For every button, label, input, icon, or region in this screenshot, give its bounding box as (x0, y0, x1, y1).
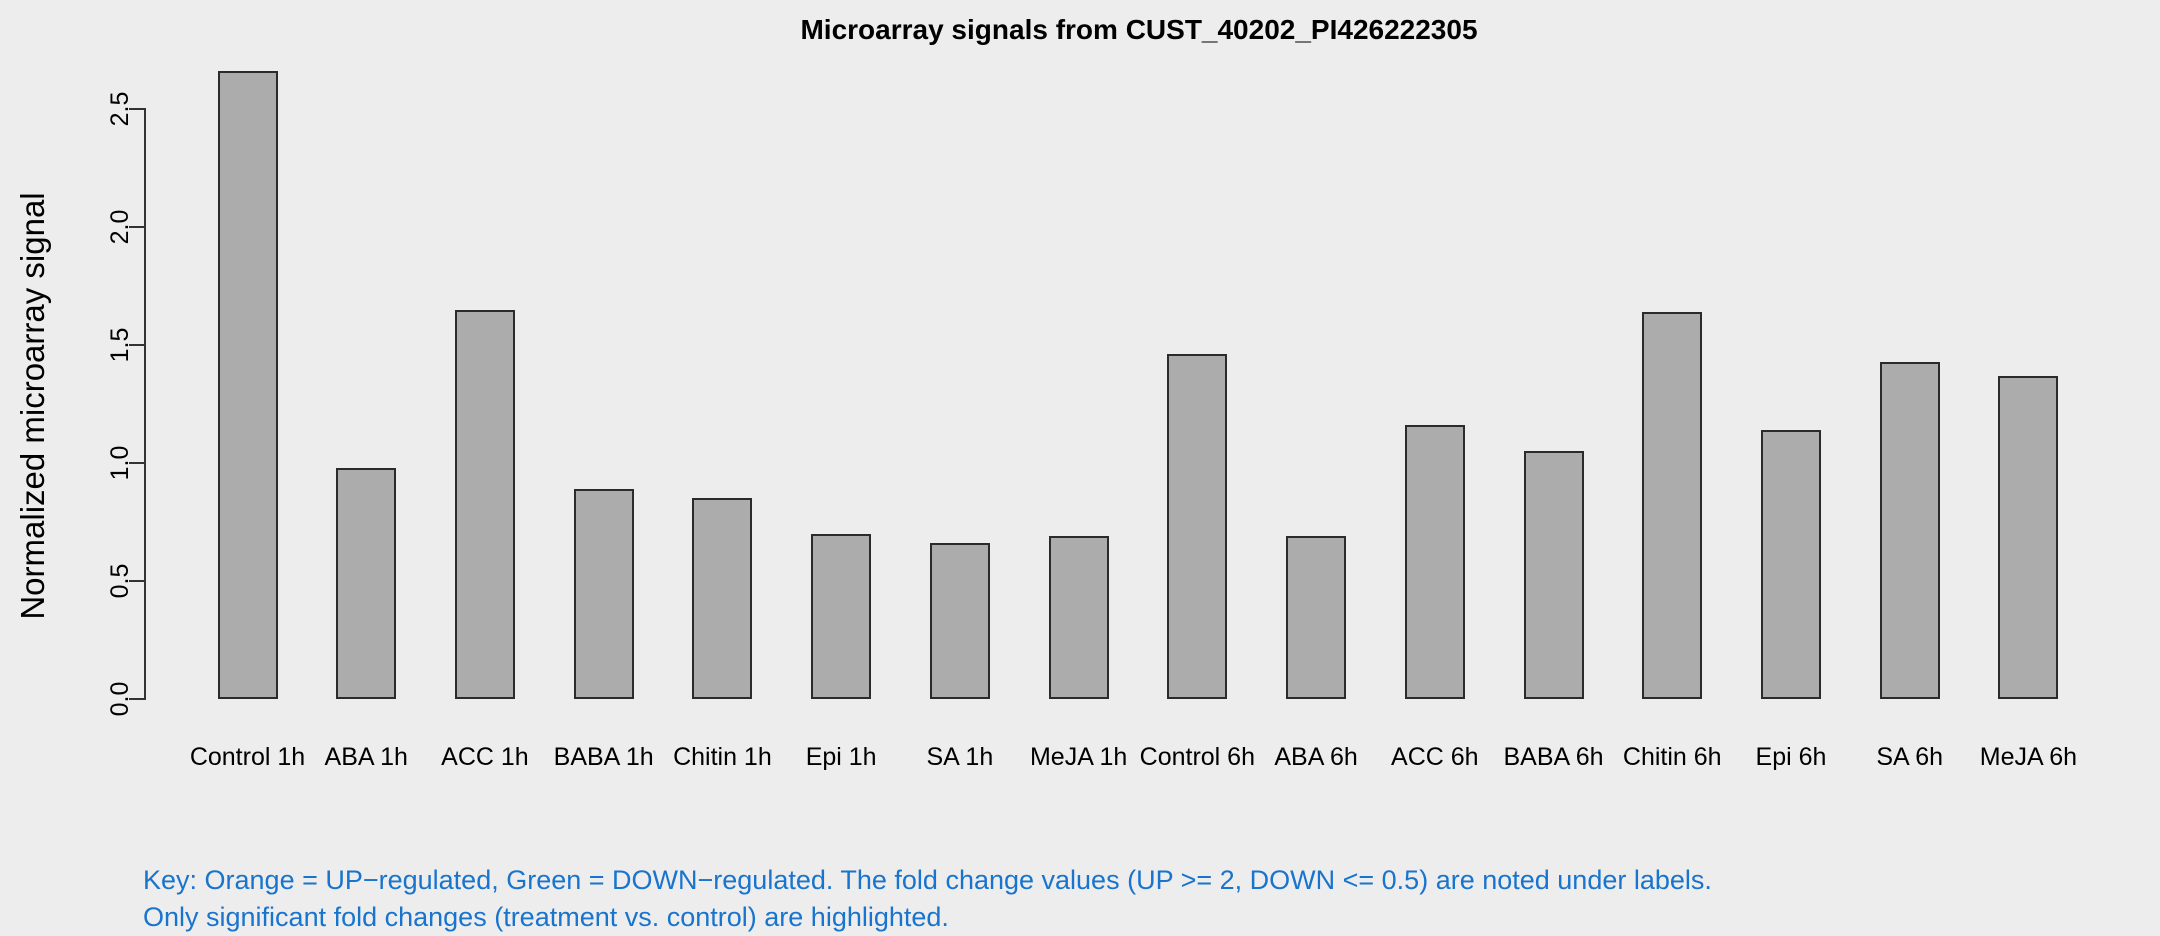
x-axis-label: SA 6h (1876, 743, 1944, 771)
y-tick-mark (129, 580, 144, 582)
key-line-1: Key: Orange = UP−regulated, Green = DOWN… (143, 865, 1712, 895)
x-axis-label: Epi 6h (1755, 743, 1827, 771)
x-axis-label: BABA 6h (1503, 743, 1604, 771)
bar-baba-1h (573, 489, 634, 699)
x-axis-label: ACC 1h (441, 743, 529, 771)
y-tick-mark (129, 344, 144, 346)
y-tick-mark (129, 462, 144, 464)
x-axis-label: Chitin 1h (673, 743, 772, 771)
bar-sa-6h (1879, 362, 1940, 699)
bar-epi-1h (811, 534, 872, 699)
bar-epi-6h (1760, 430, 1821, 699)
y-tick-label: 0.5 (106, 563, 134, 599)
bar-control-1h (217, 71, 278, 699)
y-tick-mark (129, 698, 144, 700)
y-tick-label: 2.0 (106, 209, 134, 245)
key-line-2: Only significant fold changes (treatment… (143, 902, 949, 932)
x-axis-label: ABA 6h (1274, 743, 1358, 771)
y-tick-label: 2.5 (106, 91, 134, 127)
y-tick-label: 1.0 (106, 445, 134, 481)
bar-baba-6h (1523, 451, 1584, 699)
bar-meja-1h (1048, 536, 1109, 699)
bar-aba-1h (336, 468, 397, 699)
x-axis-label: ACC 6h (1391, 743, 1479, 771)
bar-acc-6h (1404, 425, 1465, 699)
x-axis-label: Control 1h (189, 743, 306, 771)
bar-sa-1h (929, 543, 990, 699)
y-axis-label: Normalized microarray signal (14, 192, 51, 620)
bar-meja-6h (1998, 376, 2059, 699)
x-axis-label: MeJA 1h (1029, 743, 1128, 771)
x-axis-label: Control 6h (1139, 743, 1255, 771)
x-axis-label: Epi 1h (805, 743, 877, 771)
bar-chitin-6h (1642, 312, 1703, 699)
chart-title: Microarray signals from CUST_40202_PI426… (800, 14, 1478, 45)
key-note: Key: Orange = UP−regulated, Green = DOWN… (143, 862, 1712, 936)
y-tick-label: 1.5 (106, 327, 134, 363)
x-axis-label: MeJA 6h (1979, 743, 2078, 771)
y-tick-mark (129, 226, 144, 228)
y-axis-line (144, 108, 146, 700)
y-tick-mark (129, 108, 144, 110)
x-axis-label: BABA 1h (553, 743, 654, 771)
x-axis-label: Chitin 6h (1622, 743, 1722, 771)
bar-acc-1h (454, 310, 515, 699)
x-axis-label: SA 1h (926, 743, 994, 771)
bar-aba-6h (1286, 536, 1347, 699)
bar-control-6h (1167, 354, 1228, 699)
bar-chitin-1h (692, 498, 753, 699)
y-tick-label: 0.0 (106, 681, 134, 717)
x-axis-label: ABA 1h (324, 743, 408, 771)
